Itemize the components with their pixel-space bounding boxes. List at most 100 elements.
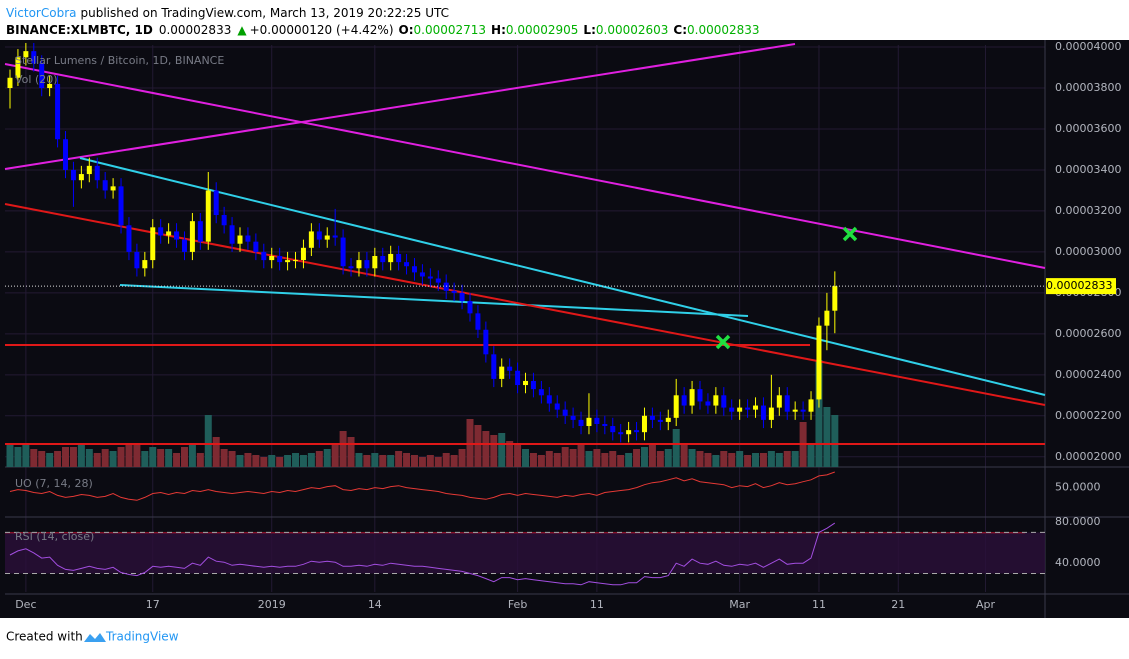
volume-bar (14, 447, 22, 467)
footer-background (0, 618, 1129, 655)
candle-body (189, 221, 195, 252)
footer-brand[interactable]: TradingView (105, 630, 179, 644)
candle-body (174, 231, 180, 240)
candle-body (673, 395, 679, 418)
candle-body (411, 266, 417, 273)
candle-body (713, 395, 719, 406)
x-tick-label: 11 (590, 598, 604, 611)
x-tick-label: 17 (146, 598, 160, 611)
candle-body (348, 266, 354, 269)
y-tick-label: 0.00003200 (1055, 204, 1121, 217)
volume-bar (569, 449, 577, 467)
volume-bar (117, 447, 125, 467)
candle-body (237, 235, 243, 244)
candle-body (760, 405, 766, 420)
candle-body (435, 278, 441, 283)
y-tick-label: 0.00002600 (1055, 327, 1121, 340)
candle-body (94, 165, 100, 181)
candle-body (800, 409, 806, 412)
volume-bar (823, 407, 831, 467)
footer-created: Created with (6, 630, 83, 644)
candle-body (832, 286, 838, 311)
candle-body (705, 401, 711, 406)
candle-body (634, 430, 640, 433)
volume-bar (149, 447, 157, 467)
candle-body (443, 282, 449, 291)
volume-bar (315, 451, 323, 467)
volume-bar (506, 441, 514, 467)
candle-body (784, 395, 790, 412)
candle-body (269, 256, 275, 261)
candle-body (451, 290, 457, 293)
volume-bar (54, 451, 62, 467)
volume-bar (260, 457, 268, 467)
candle-body (205, 190, 211, 242)
x-tick-label: 2019 (258, 598, 286, 611)
candle-body (110, 186, 116, 191)
volume-bar (62, 447, 70, 467)
candle-body (467, 301, 473, 314)
indicator-label: RSI (14, close) (15, 530, 94, 543)
volume-bar (252, 455, 260, 467)
volume-bar (236, 455, 244, 467)
ohlc-value: 0.00002603 (596, 23, 669, 37)
candle-body (499, 366, 505, 379)
volume-bar (30, 449, 38, 467)
candle-body (665, 417, 671, 422)
volume-bar (720, 451, 728, 467)
volume-bar (640, 447, 648, 467)
candle-body (47, 83, 53, 89)
indicator-label: UO (7, 14, 28) (15, 477, 93, 490)
volume-bar (434, 457, 442, 467)
candle-body (737, 407, 743, 412)
volume-bar (69, 447, 77, 467)
candle-body (538, 389, 544, 396)
candle-body (427, 276, 433, 279)
published: published on TradingView.com, March 13, … (80, 6, 449, 20)
volume-bar (759, 453, 767, 467)
candle-body (824, 310, 830, 326)
rsi-band (5, 532, 1045, 574)
candle-body (380, 256, 386, 263)
volume-bar (109, 451, 117, 467)
y-tick-label: 50.0000 (1055, 481, 1101, 494)
volume-bar (807, 445, 815, 467)
ohlc-value: 0.00002713 (414, 23, 487, 37)
ohlc-value: 0.00002905 (506, 23, 579, 37)
candle-body (697, 389, 703, 402)
candle-body (586, 417, 592, 427)
candle-body (745, 407, 751, 410)
x-tick-label: Apr (976, 598, 996, 611)
candle-body (277, 256, 283, 263)
candle-body (419, 272, 425, 277)
volume-bar (220, 449, 228, 467)
volume-bar (561, 447, 569, 467)
candle-body (578, 419, 584, 427)
volume-bar (228, 451, 236, 467)
candle-body (602, 423, 608, 427)
candle-body (729, 407, 735, 412)
volume-bar (46, 453, 54, 467)
candle-body (681, 395, 687, 406)
volume-bar (22, 443, 30, 467)
symbol-line: BINANCE:XLMBTC, 1D 0.00002833 ▲ +0.00000120… (6, 23, 760, 37)
candle-body (657, 419, 663, 422)
candle-body (792, 409, 798, 412)
volume-bar (157, 449, 165, 467)
volume-bar (403, 453, 411, 467)
volume-bar (585, 451, 593, 467)
candle-body (142, 260, 148, 269)
candle-body (285, 260, 291, 263)
x-tick-label: Feb (508, 598, 527, 611)
volume-bar (38, 451, 46, 467)
trendline (119, 284, 749, 317)
chart-background (0, 40, 1129, 618)
candle-body (253, 241, 259, 252)
candle-body (316, 231, 322, 240)
y-tick-label: 0.00003800 (1055, 81, 1121, 94)
candle-body (102, 180, 108, 191)
volume-bar (529, 453, 537, 467)
volume-bar (347, 437, 355, 467)
candle-body (816, 325, 822, 400)
